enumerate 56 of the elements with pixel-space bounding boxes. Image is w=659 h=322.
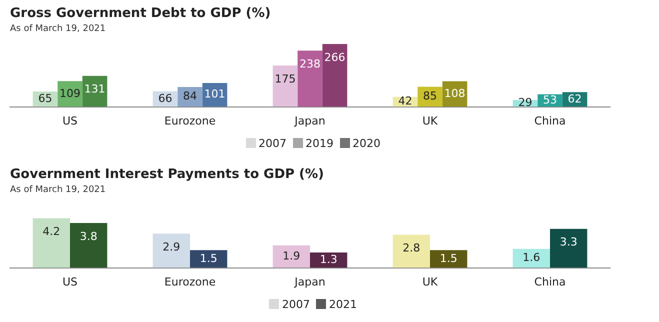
chart-title: Government Interest Payments to GDP (%) <box>10 167 324 182</box>
data-label: 3.8 <box>80 230 98 243</box>
data-label: 42 <box>398 94 412 108</box>
legend-label: 2007 <box>282 298 310 311</box>
chart-title: Gross Government Debt to GDP (%) <box>10 6 271 21</box>
data-label: 53 <box>543 93 557 106</box>
x-tick-label: Eurozone <box>164 114 216 128</box>
data-label: 84 <box>183 90 197 103</box>
data-label: 109 <box>60 86 80 100</box>
bar <box>322 44 348 107</box>
bar <box>550 228 588 268</box>
data-label: 108 <box>444 86 466 100</box>
data-label: 2.9 <box>162 240 180 254</box>
data-label: 3.3 <box>560 236 578 249</box>
bar <box>70 222 108 268</box>
data-label: 1.5 <box>440 252 458 265</box>
data-label: 175 <box>274 72 296 86</box>
data-label: 2.8 <box>402 242 420 255</box>
data-label: 131 <box>84 82 106 96</box>
data-label: 238 <box>300 57 320 70</box>
data-label: 1.3 <box>320 252 338 266</box>
bar <box>272 245 310 268</box>
x-tick-label: UK <box>422 114 438 128</box>
data-label: 101 <box>204 88 226 101</box>
bar <box>32 218 70 268</box>
x-tick-label: China <box>534 114 566 128</box>
data-label: 29 <box>518 96 532 110</box>
data-label: 1.6 <box>522 251 540 264</box>
x-tick-label: Japan <box>294 275 326 288</box>
bar <box>392 234 430 268</box>
data-label: 1.5 <box>200 252 218 265</box>
data-label: 66 <box>158 92 172 105</box>
bar <box>272 66 298 107</box>
chart-subtitle: As of March 19, 2021 <box>10 24 106 34</box>
bar <box>298 50 322 107</box>
data-label: 85 <box>423 90 437 103</box>
x-tick-label: US <box>62 114 78 128</box>
bar <box>512 248 550 268</box>
data-label: 4.2 <box>42 225 60 238</box>
x-tick-label: Eurozone <box>164 275 216 288</box>
bar <box>152 234 190 268</box>
x-tick-label: China <box>534 275 566 288</box>
bar <box>430 250 468 268</box>
text: 2021 <box>329 298 357 311</box>
text: 2007 <box>258 137 286 150</box>
x-tick-label: Japan <box>294 114 326 128</box>
data-label: 1.9 <box>282 249 300 262</box>
chart-subtitle: As of March 19, 2021 <box>10 185 106 195</box>
data-label: 65 <box>38 92 52 105</box>
x-tick-label: US <box>62 275 78 288</box>
data-label: 266 <box>324 50 346 64</box>
text: 2020 <box>352 137 380 150</box>
text: 2019 <box>306 137 334 150</box>
x-tick-label: UK <box>422 275 438 288</box>
data-label: 62 <box>568 92 582 106</box>
bar <box>190 250 228 268</box>
